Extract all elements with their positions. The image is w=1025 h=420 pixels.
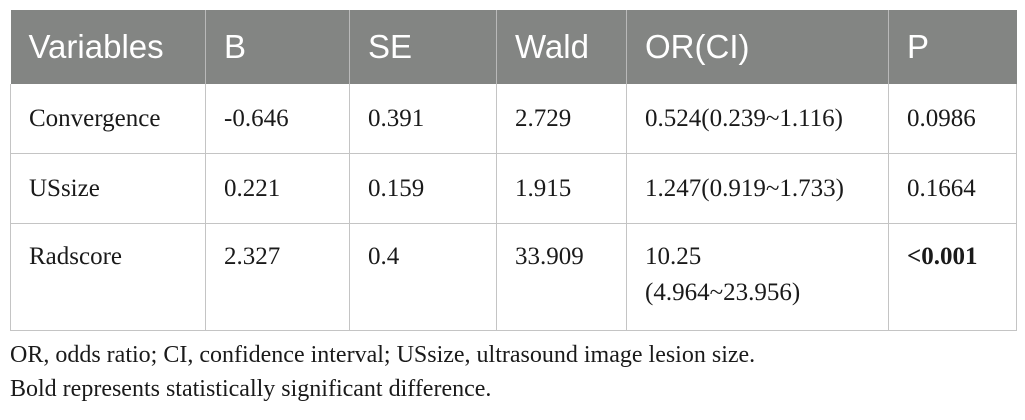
or-ci-line1: 1.247(0.919~1.733) <box>645 174 844 202</box>
cell-or-ci: 1.247(0.919~1.733) <box>626 153 889 223</box>
regression-table: Variables B SE Wald OR(CI) P Convergence… <box>10 10 1017 331</box>
cell-or-ci: 0.524(0.239~1.116) <box>626 84 889 153</box>
cell-se: 0.159 <box>349 153 497 223</box>
cell-p: 0.1664 <box>888 153 1017 223</box>
table-row: Convergence -0.646 0.391 2.729 0.524(0.2… <box>10 84 1017 153</box>
footnote-abbreviations: OR, odds ratio; CI, confidence interval;… <box>10 342 756 368</box>
cell-or-ci: 10.25 (4.964~23.956) <box>626 223 889 330</box>
header-variables: Variables <box>28 28 164 65</box>
cell-p: 0.0986 <box>888 84 1017 153</box>
cell-wald: 2.729 <box>496 84 627 153</box>
cell-wald: 33.909 <box>496 223 627 330</box>
cell-variable: USsize <box>10 153 206 223</box>
header-p: P <box>888 10 1017 84</box>
cell-variable: Convergence <box>10 84 206 153</box>
cell-p-significant: <0.001 <box>888 223 1017 330</box>
cell-variable: Radscore <box>10 223 206 330</box>
header-b: B <box>205 10 350 84</box>
cell-b: 2.327 <box>205 223 350 330</box>
cell-se: 0.391 <box>349 84 497 153</box>
cell-b: 0.221 <box>205 153 350 223</box>
cell-se: 0.4 <box>349 223 497 330</box>
or-ci-line1: 10.25 <box>645 242 702 270</box>
or-ci-line2: (4.964~23.956) <box>645 278 801 306</box>
header-wald: Wald <box>496 10 627 84</box>
regression-table-container: Variables B SE Wald OR(CI) P Convergence… <box>10 10 1017 331</box>
table-footnotes: OR, odds ratio; CI, confidence interval;… <box>10 338 755 406</box>
footnote-bold-meaning: Bold represents statistically significan… <box>10 376 492 402</box>
table-header-row: Variables B SE Wald OR(CI) P <box>10 10 1017 84</box>
cell-wald: 1.915 <box>496 153 627 223</box>
table-row: USsize 0.221 0.159 1.915 1.247(0.919~1.7… <box>10 153 1017 223</box>
header-se: SE <box>349 10 497 84</box>
or-ci-line1: 0.524(0.239~1.116) <box>645 105 843 132</box>
header-or-ci: OR(CI) <box>626 10 889 84</box>
table-row: Radscore 2.327 0.4 33.909 10.25 (4.964~2… <box>10 223 1017 330</box>
cell-b: -0.646 <box>205 84 350 153</box>
